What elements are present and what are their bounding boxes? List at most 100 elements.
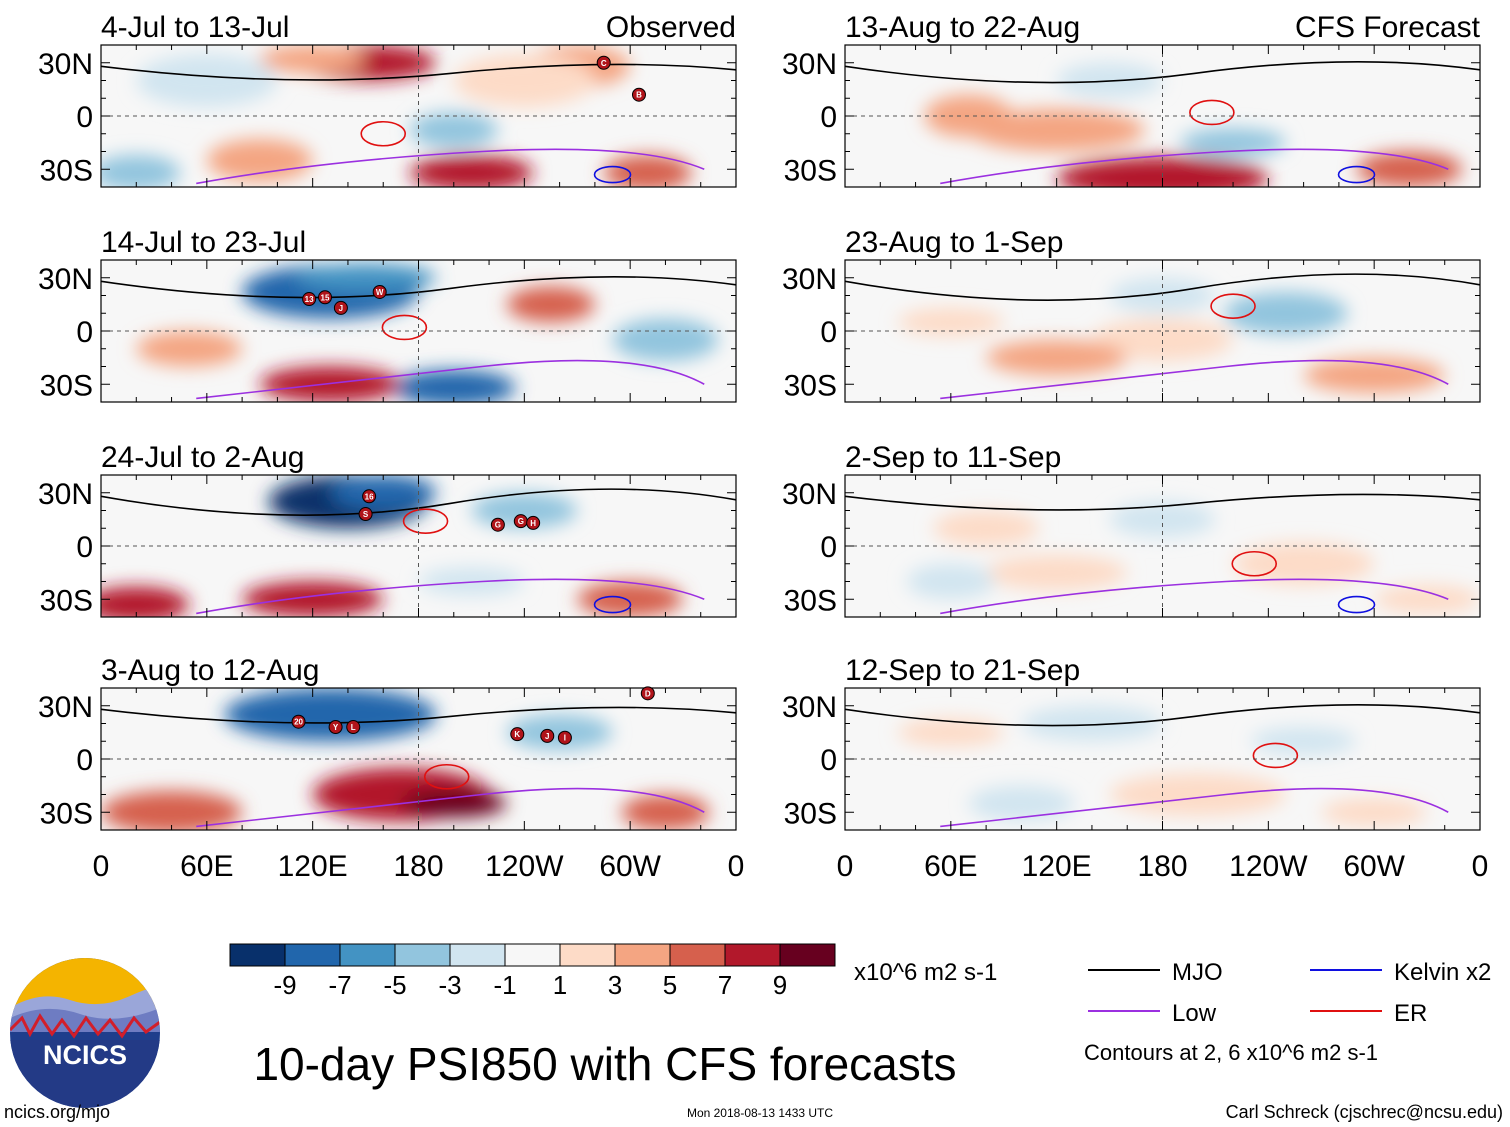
colorbar-tick-label: 1: [553, 970, 567, 1000]
er-contour: [360, 120, 407, 147]
y-tick-label: 30N: [38, 478, 93, 511]
storm-label: Y: [333, 723, 339, 732]
map-panel: 30N 0 30S 13-Aug to 22-Aug CFS Forecast: [782, 11, 1481, 188]
storm-label: D: [645, 689, 651, 698]
y-tick-label: 30N: [782, 48, 837, 81]
storm-label: J: [545, 732, 549, 741]
anomaly-blob: [1091, 318, 1234, 362]
anomaly-blob: [1321, 798, 1428, 827]
anomaly-blob: [295, 263, 437, 292]
storm-icon: [328, 720, 343, 735]
map-panel: 30N 0 30S 2-Sep to 11-Sep: [782, 441, 1481, 618]
er-contour: [381, 314, 428, 341]
storm-label: I: [564, 734, 566, 743]
panel-title: 4-Jul to 13-Jul: [101, 11, 289, 44]
storm-marker: G: [490, 517, 505, 532]
kelvin-contour: [1337, 165, 1376, 184]
y-tick-label: 30S: [40, 584, 93, 617]
chart-title: 10-day PSI850 with CFS forecasts: [253, 1038, 956, 1090]
logo-text: NCICS: [43, 1040, 127, 1070]
er-contour: [423, 763, 470, 790]
y-tick-label: 30S: [784, 154, 837, 187]
anomaly-blob: [136, 53, 278, 108]
y-tick-label: 30N: [38, 263, 93, 296]
storm-marker: G: [513, 514, 528, 529]
storm-icon: [510, 727, 525, 742]
anomaly-blob: [1250, 727, 1357, 756]
footer-timestamp: Mon 2018-08-13 1433 UTC: [687, 1106, 833, 1120]
anomaly-blob: [206, 139, 313, 182]
colorbar-tick-label: 7: [718, 970, 732, 1000]
colorbar-tick-label: 9: [773, 970, 787, 1000]
y-tick-label: 0: [76, 531, 93, 564]
anomaly-blob: [1109, 773, 1286, 816]
anomaly-blob: [330, 475, 437, 511]
kelvin-contour: [593, 165, 632, 184]
storm-label: G: [495, 521, 501, 530]
x-tick-label: 120E: [278, 850, 348, 883]
colorbar: -9 -7 -5 -3 -1 1 3 5 7 9: [229, 943, 836, 1000]
anomaly-blob: [968, 108, 1145, 152]
x-tick-label: 0: [837, 850, 854, 883]
anomaly-blob: [1303, 357, 1445, 394]
storm-marker: L: [346, 720, 361, 735]
anomaly-blob: [1021, 705, 1163, 742]
low-contour: [196, 148, 705, 185]
anomaly-blob: [1233, 542, 1375, 586]
storm-icon: [490, 517, 505, 532]
anomaly-blob: [409, 155, 534, 187]
anomaly-field: [906, 501, 1480, 614]
low-contour: [940, 359, 1449, 400]
colorbar-tick-label: -1: [493, 970, 516, 1000]
storm-label: K: [514, 730, 520, 739]
colorbar-swatch: [394, 943, 451, 967]
y-tick-label: 30N: [782, 691, 837, 724]
map-panel: 30N 0 30S 14-Jul to 23-Jul 13 15 J W: [38, 226, 737, 403]
storm-marker: B: [631, 87, 646, 102]
contours: [845, 493, 1480, 615]
storm-icon: [302, 292, 317, 307]
storm-marker: 15: [318, 290, 333, 305]
y-tick-label: 30S: [784, 797, 837, 830]
column-header: CFS Forecast: [1295, 11, 1481, 44]
contour-note: Contours at 2, 6 x10^6 m2 s-1: [1084, 1040, 1378, 1065]
storm-icon: [540, 728, 555, 743]
anomaly-blob: [986, 554, 1128, 591]
storm-label: 20: [294, 718, 303, 727]
storm-icon: [346, 720, 361, 735]
storm-icon: [358, 507, 373, 522]
y-tick-label: 30N: [782, 478, 837, 511]
storm-marker: K: [510, 727, 525, 742]
colorbar-tick-label: 5: [663, 970, 677, 1000]
x-tick-label: 180: [393, 850, 443, 883]
legend-label: Kelvin x2: [1394, 959, 1491, 986]
storm-marker: 16: [362, 489, 377, 504]
colorbar-swatch: [779, 943, 836, 967]
contours: [845, 60, 1480, 185]
storm-icon: [362, 489, 377, 504]
anomaly-blob: [101, 586, 190, 617]
storm-label: H: [530, 519, 536, 528]
mjo-contour: [845, 60, 1480, 84]
y-tick-label: 0: [76, 316, 93, 349]
storm-label: C: [601, 59, 607, 68]
colorbar-swatch: [339, 943, 396, 967]
colorbar-tick-label: -9: [273, 970, 296, 1000]
storm-icon: [640, 686, 655, 701]
storm-marker: 20: [291, 714, 306, 729]
colorbar-swatch: [449, 943, 506, 967]
y-tick-label: 30N: [782, 263, 837, 296]
anomaly-field: [924, 62, 1463, 187]
anomaly-blob: [897, 718, 1004, 747]
colorbar-tick-label: -3: [438, 970, 461, 1000]
colorbar-swatch: [669, 943, 726, 967]
storm-icon: [631, 87, 646, 102]
storm-icon: [318, 290, 333, 305]
anomaly-blob: [101, 155, 181, 187]
x-tick-label: 60E: [924, 850, 977, 883]
er-contour: [1210, 293, 1256, 319]
anomaly-blob: [400, 789, 507, 818]
panel-title: 3-Aug to 12-Aug: [101, 654, 319, 687]
mjo-contour: [845, 273, 1480, 301]
